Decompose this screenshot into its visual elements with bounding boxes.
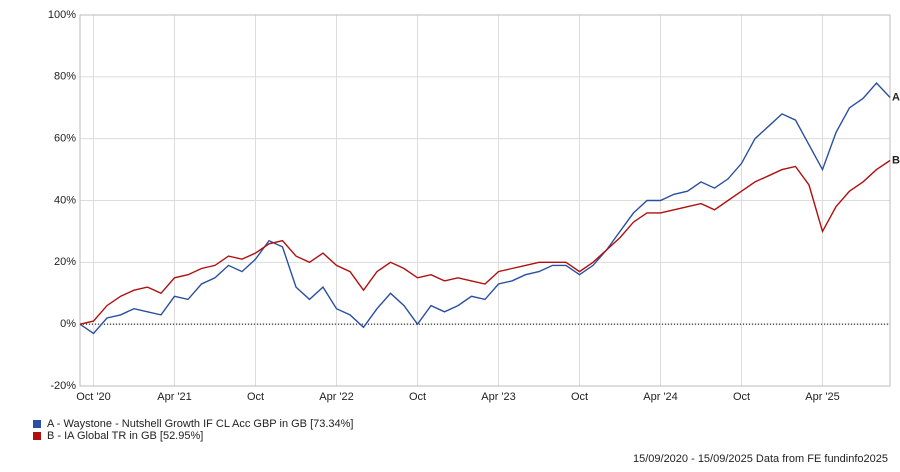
x-tick-label: Oct '20 [76,391,111,403]
x-tick-label: Apr '21 [157,391,192,403]
x-tick-label: Apr '24 [643,391,678,403]
x-tick-label: Oct [733,391,750,403]
series-end-label: A [892,91,900,103]
x-tick-label: Apr '23 [481,391,516,403]
footer: 15/09/2020 - 15/09/2025 Data from FE fun… [633,453,888,465]
y-tick-label: 100% [48,9,76,21]
legend-label: B - IA Global TR in GB [52.95%] [47,430,203,442]
y-tick-label: 60% [54,133,76,145]
y-tick-label: -20% [50,380,76,392]
y-tick-label: 0% [60,318,76,330]
x-tick-label: Apr '25 [805,391,840,403]
x-tick-label: Oct [409,391,426,403]
x-tick-label: Oct [571,391,588,403]
plot-frame [79,14,891,387]
series-end-label: B [892,154,900,166]
y-tick-label: 80% [54,71,76,83]
legend-swatch [33,420,41,428]
y-tick-label: 40% [54,194,76,206]
legend-label: A - Waystone - Nutshell Growth IF CL Acc… [47,418,354,430]
series-line [79,81,891,335]
x-tick-label: Apr '22 [319,391,354,403]
legend-swatch [33,432,41,440]
x-tick-label: Oct [247,391,264,403]
series-line [79,159,891,325]
y-tick-label: 20% [54,256,76,268]
